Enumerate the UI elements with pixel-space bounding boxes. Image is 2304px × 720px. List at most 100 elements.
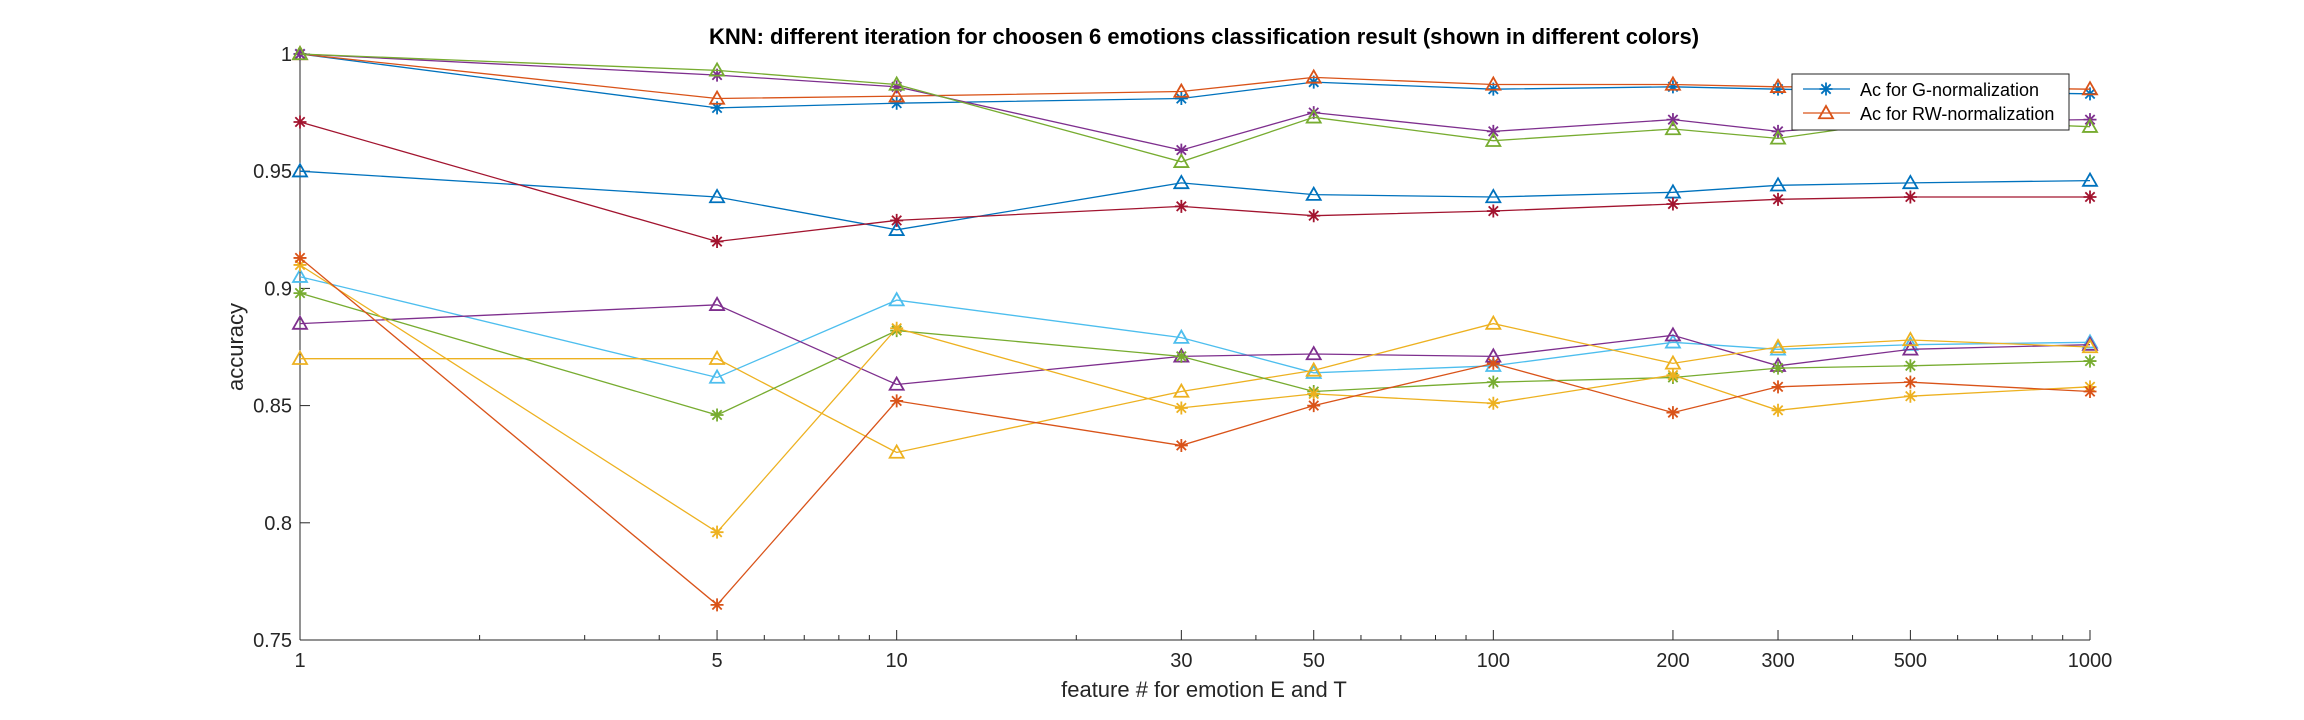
data-point-star bbox=[1771, 82, 1785, 96]
axis-ticks: 1 5 10 30 50 100 200 300 500 1000 0.75 0.8 0.85 0.9 0.… bbox=[253, 44, 2112, 672]
data-point-triangle bbox=[1664, 326, 1682, 342]
data-point-triangle bbox=[708, 295, 726, 311]
data-point-star bbox=[1174, 199, 1188, 213]
plot-area bbox=[299, 54, 2090, 641]
data-point-star bbox=[1771, 403, 1785, 417]
series-9 bbox=[291, 314, 2099, 459]
y-tick-label: 0.8 bbox=[264, 513, 292, 535]
data-point-star bbox=[1486, 124, 1500, 138]
data-point-star bbox=[710, 235, 724, 249]
data-point-star bbox=[1903, 190, 1917, 204]
data-point-triangle bbox=[1305, 345, 1323, 361]
data-point-star bbox=[293, 286, 307, 300]
data-point-star bbox=[1174, 349, 1188, 363]
data-point-star bbox=[1307, 387, 1321, 401]
data-point-star bbox=[1819, 82, 1833, 96]
data-point-triangle bbox=[1901, 174, 1919, 190]
data-point-triangle bbox=[2081, 117, 2099, 133]
x-tick-label: 1 bbox=[294, 650, 305, 672]
data-point-star bbox=[710, 101, 724, 115]
data-point-star bbox=[1771, 192, 1785, 206]
data-point-star bbox=[710, 525, 724, 539]
data-point-star bbox=[1486, 396, 1500, 410]
data-point-star bbox=[1903, 389, 1917, 403]
data-point-triangle bbox=[1901, 331, 1919, 347]
data-point-star bbox=[890, 80, 904, 94]
data-point-star bbox=[890, 213, 904, 227]
data-point-star bbox=[1771, 361, 1785, 375]
data-point-triangle bbox=[708, 89, 726, 105]
data-point-triangle bbox=[1305, 108, 1323, 124]
data-point-star bbox=[1486, 204, 1500, 218]
x-axis-label: feature # for emotion E and T bbox=[1061, 677, 1347, 702]
series-line bbox=[299, 276, 2091, 379]
data-point-triangle bbox=[1172, 328, 1190, 344]
data-point-triangle bbox=[1664, 75, 1682, 91]
series-6 bbox=[293, 115, 2097, 249]
legend-label-rw-normalization: Ac for RW-normalization bbox=[1860, 104, 2054, 124]
data-point-triangle bbox=[1769, 338, 1787, 354]
data-point-star bbox=[1666, 197, 1680, 211]
data-point-triangle bbox=[708, 349, 726, 365]
series-5 bbox=[291, 162, 2099, 236]
series-line bbox=[299, 304, 2091, 386]
data-point-star bbox=[710, 408, 724, 422]
data-point-triangle bbox=[291, 349, 309, 365]
data-point-star bbox=[1174, 438, 1188, 452]
data-point-triangle bbox=[1305, 68, 1323, 84]
y-tick-label: 1 bbox=[281, 44, 292, 66]
data-point-star bbox=[1771, 380, 1785, 394]
x-tick-label: 10 bbox=[886, 650, 908, 672]
data-point-triangle bbox=[1484, 314, 1502, 330]
data-point-triangle bbox=[1305, 363, 1323, 379]
series-line bbox=[300, 322, 2091, 454]
data-point-triangle bbox=[2081, 171, 2099, 187]
data-point-triangle bbox=[888, 375, 906, 391]
data-point-star bbox=[1174, 92, 1188, 106]
data-point-triangle bbox=[708, 188, 726, 204]
data-point-triangle bbox=[888, 220, 906, 236]
legend: Ac for G-normalization Ac for RW-normali… bbox=[1791, 73, 2070, 131]
data-point-triangle bbox=[1305, 361, 1323, 377]
data-point-star bbox=[293, 258, 307, 272]
data-point-star bbox=[1307, 399, 1321, 413]
data-point-star bbox=[1666, 80, 1680, 94]
data-point-triangle bbox=[2081, 333, 2099, 349]
x-tick-label: 500 bbox=[1894, 650, 1927, 672]
data-point-triangle bbox=[1664, 333, 1682, 349]
data-point-triangle bbox=[1901, 340, 1919, 356]
data-point-star bbox=[1903, 375, 1917, 389]
y-tick-label: 0.85 bbox=[253, 396, 292, 418]
x-tick-label: 50 bbox=[1303, 650, 1325, 672]
x-tick-label: 200 bbox=[1656, 650, 1689, 672]
data-point-star bbox=[710, 598, 724, 612]
data-point-triangle bbox=[2081, 335, 2099, 351]
series-line bbox=[299, 121, 2090, 243]
data-point-triangle bbox=[708, 368, 726, 384]
series-line bbox=[299, 170, 2091, 231]
data-point-star bbox=[1486, 375, 1500, 389]
x-tick-label: 100 bbox=[1477, 650, 1510, 672]
data-point-star bbox=[293, 115, 307, 129]
data-point-triangle bbox=[291, 314, 309, 330]
data-point-star bbox=[1307, 106, 1321, 120]
x-tick-label: 5 bbox=[711, 650, 722, 672]
data-point-triangle bbox=[1172, 153, 1190, 168]
x-tick-label: 300 bbox=[1761, 650, 1794, 672]
y-axis-label: accuracy bbox=[223, 303, 248, 391]
data-point-star bbox=[1666, 113, 1680, 127]
data-point-triangle bbox=[1484, 75, 1502, 91]
legend-box bbox=[1791, 73, 2070, 131]
data-point-triangle bbox=[1305, 185, 1323, 201]
data-point-triangle bbox=[2081, 338, 2099, 354]
data-point-star bbox=[890, 394, 904, 408]
data-point-triangle bbox=[888, 87, 906, 103]
data-point-star bbox=[1174, 143, 1188, 157]
data-point-triangle bbox=[1484, 188, 1502, 204]
data-point-star bbox=[1666, 406, 1680, 420]
y-tick-label: 0.9 bbox=[264, 278, 292, 300]
data-point-triangle bbox=[1484, 131, 1502, 147]
chart-title: KNN: different iteration for choosen 6 e… bbox=[709, 24, 1699, 49]
data-point-triangle bbox=[291, 267, 309, 283]
data-point-triangle bbox=[888, 75, 906, 91]
